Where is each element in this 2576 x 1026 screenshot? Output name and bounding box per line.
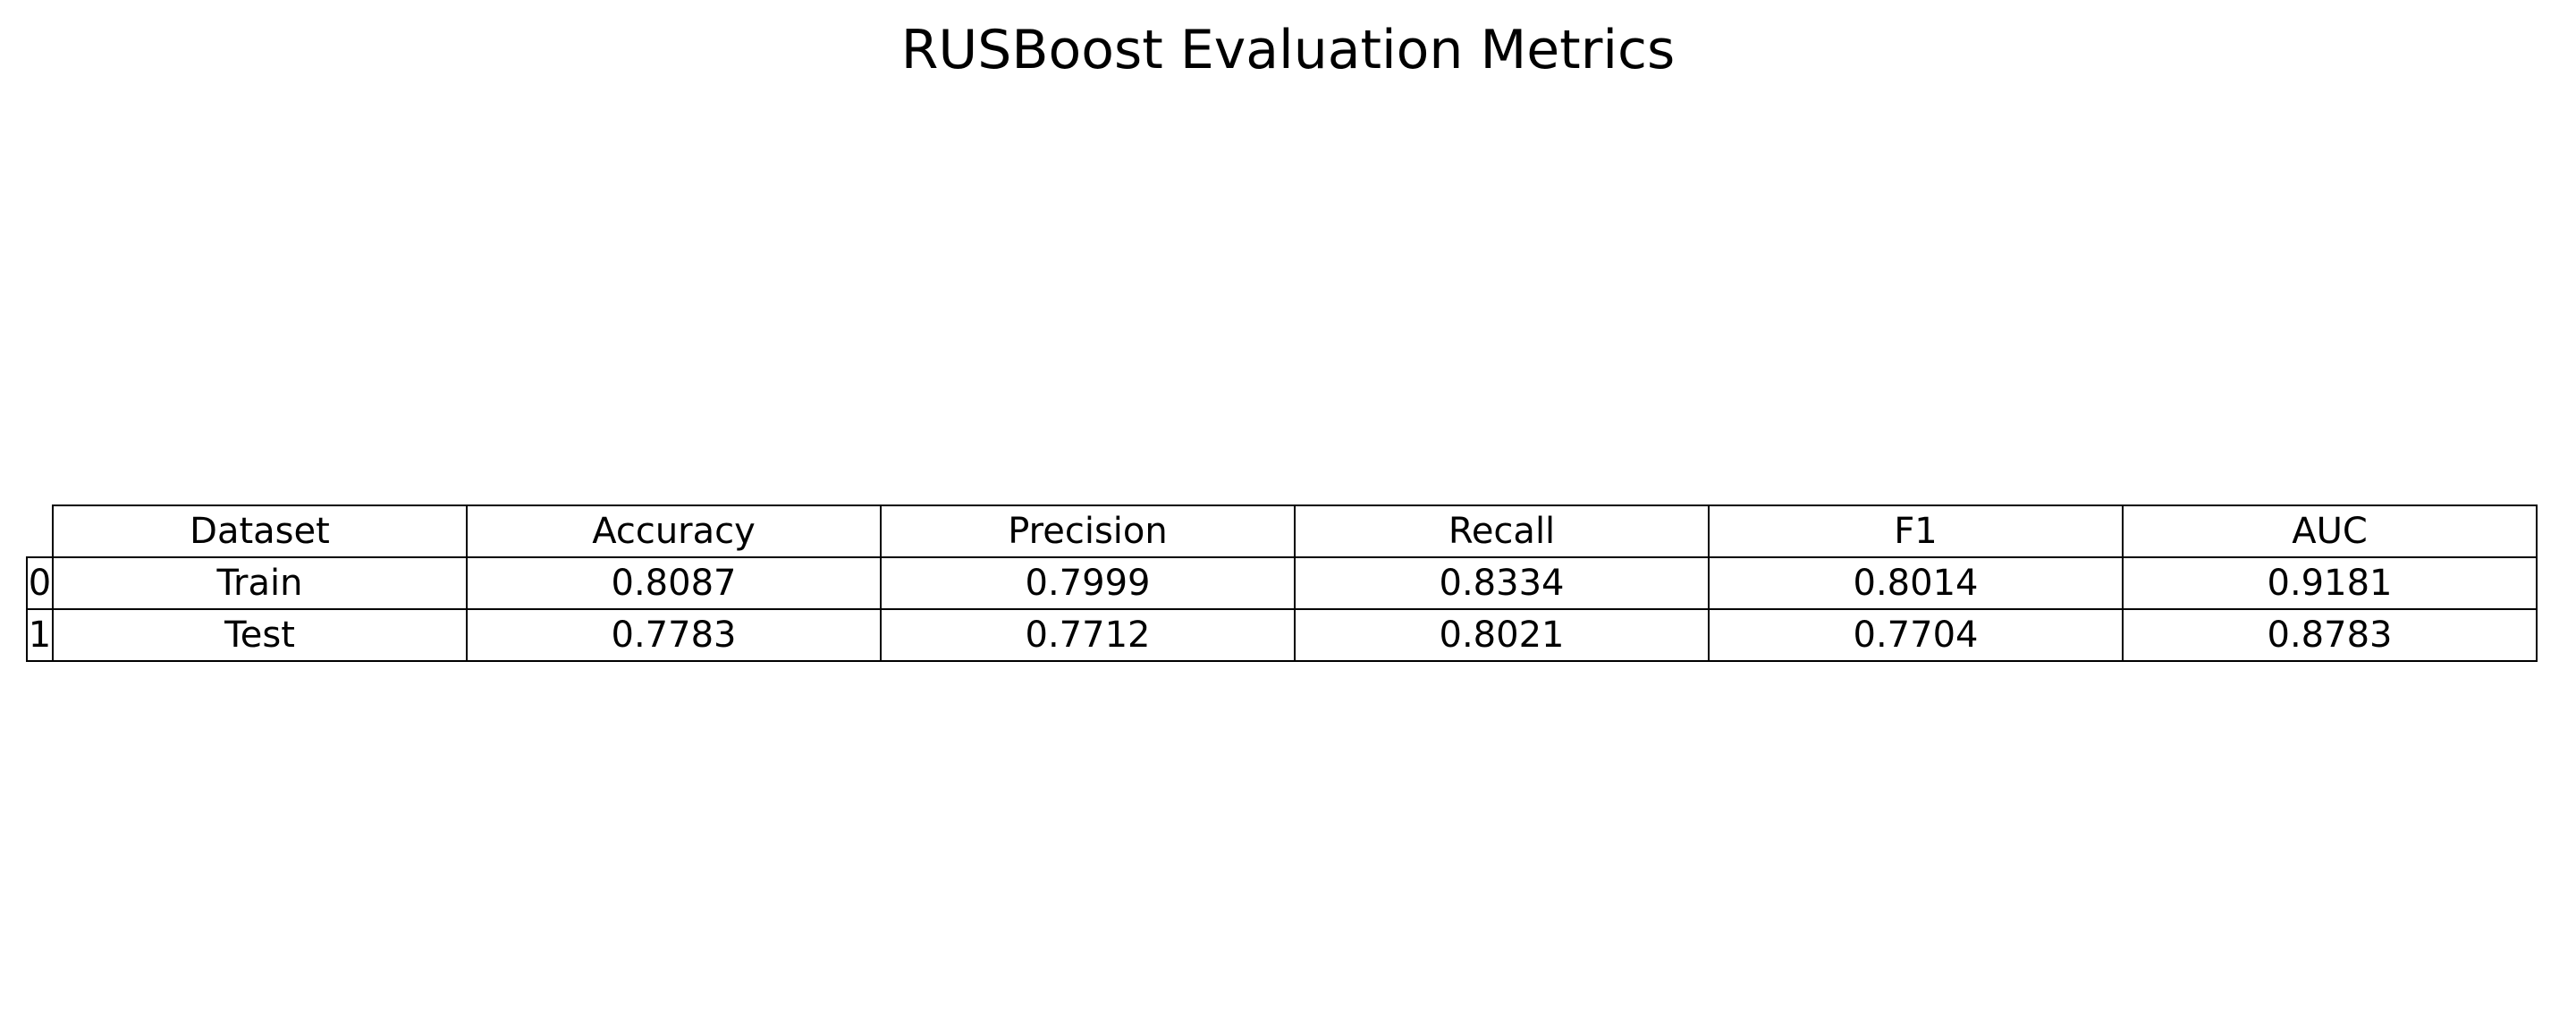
chart-title: RUSBoost Evaluation Metrics bbox=[900, 19, 1676, 81]
table-row: 0 Train 0.8087 0.7999 0.8334 0.8014 0.91… bbox=[26, 556, 2538, 610]
table-cell: 0.8014 bbox=[1708, 556, 2124, 610]
row-index: 1 bbox=[26, 608, 54, 662]
header-row: Dataset Accuracy Precision Recall F1 AUC bbox=[27, 505, 2538, 558]
table-row: 1 Test 0.7783 0.7712 0.8021 0.7704 0.878… bbox=[26, 608, 2538, 662]
table-cell: Test bbox=[52, 608, 468, 662]
metrics-table: Dataset Accuracy Precision Recall F1 AUC… bbox=[26, 505, 2538, 662]
column-header: Recall bbox=[1294, 505, 1710, 558]
table-cell: 0.7999 bbox=[880, 556, 1296, 610]
table-cell: 0.7712 bbox=[880, 608, 1296, 662]
table-cell: 0.8334 bbox=[1294, 556, 1710, 610]
table-cell: 0.8021 bbox=[1294, 608, 1710, 662]
table-cell: Train bbox=[52, 556, 468, 610]
column-header: F1 bbox=[1708, 505, 2124, 558]
table-cell: 0.7704 bbox=[1708, 608, 2124, 662]
row-index: 0 bbox=[26, 556, 54, 610]
column-header: Dataset bbox=[52, 505, 468, 558]
column-header: Precision bbox=[880, 505, 1296, 558]
column-header: Accuracy bbox=[466, 505, 882, 558]
table-cell: 0.7783 bbox=[466, 608, 882, 662]
table-cell: 0.8783 bbox=[2122, 608, 2538, 662]
column-header: AUC bbox=[2122, 505, 2538, 558]
table-cell: 0.9181 bbox=[2122, 556, 2538, 610]
table-cell: 0.8087 bbox=[466, 556, 882, 610]
index-header bbox=[27, 505, 53, 557]
